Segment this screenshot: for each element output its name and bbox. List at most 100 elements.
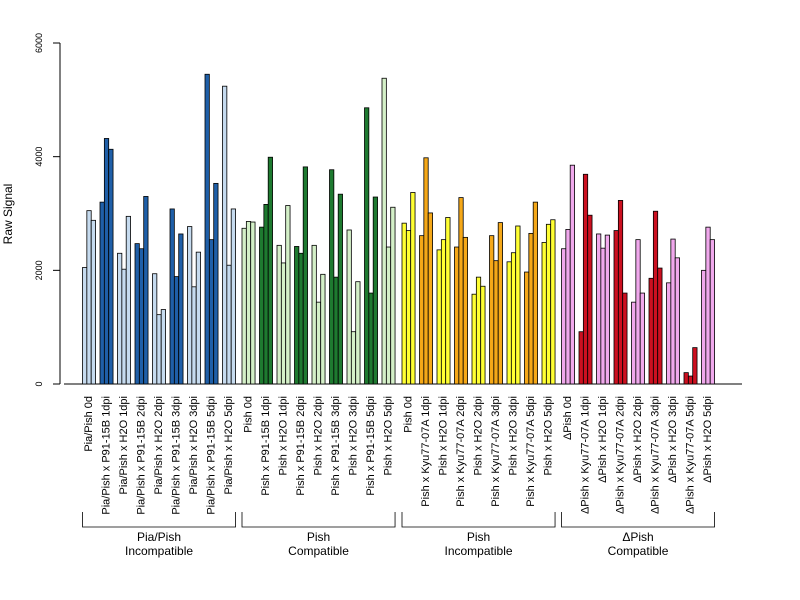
group-bracket bbox=[401, 512, 556, 528]
bar bbox=[657, 267, 663, 385]
bar bbox=[489, 235, 495, 385]
bar bbox=[687, 375, 694, 385]
bar bbox=[191, 286, 197, 385]
x-tick-label: Pia/Pish x H2O 5dpi bbox=[223, 396, 235, 494]
x-tick-label: Pish x P91-15B 5dpi bbox=[365, 396, 377, 496]
bar bbox=[125, 215, 131, 385]
bar bbox=[587, 214, 593, 385]
bar bbox=[226, 264, 232, 385]
x-tick-label: ΔPish x H2O 5dpi bbox=[702, 396, 714, 483]
bar bbox=[462, 236, 468, 385]
x-tick-label: ΔPish x Kyu77-07A 1dpi bbox=[580, 396, 592, 514]
bar bbox=[276, 244, 282, 385]
bar bbox=[259, 226, 265, 385]
bar bbox=[381, 77, 387, 385]
bar bbox=[510, 252, 517, 385]
bar bbox=[550, 219, 556, 385]
bar bbox=[178, 233, 184, 385]
bar bbox=[368, 292, 374, 385]
bar bbox=[541, 242, 547, 385]
x-tick-label: Pish x H2O 5dpi bbox=[543, 396, 555, 475]
bar bbox=[524, 271, 530, 385]
x-tick-labels: Pia/Pish 0d Pia/Pish x P91-15B 1dpi Pia/Pi… bbox=[83, 396, 714, 515]
bar bbox=[545, 223, 552, 385]
bar bbox=[346, 229, 352, 385]
bar bbox=[82, 267, 88, 385]
bar bbox=[652, 210, 659, 385]
bar bbox=[471, 293, 477, 385]
bar bbox=[152, 273, 158, 385]
bar bbox=[670, 238, 676, 385]
bar bbox=[410, 192, 416, 385]
x-tick-label: Pia/Pish x H2O 3dpi bbox=[188, 396, 200, 494]
bar bbox=[445, 217, 451, 385]
bar bbox=[250, 221, 256, 385]
bar bbox=[532, 201, 538, 385]
x-tick-label: Pish x H2O 3dpi bbox=[508, 396, 520, 475]
bar bbox=[401, 222, 407, 385]
group-label-line1: ΔPish bbox=[622, 530, 653, 544]
bar bbox=[355, 281, 361, 385]
bar bbox=[578, 331, 584, 385]
bar bbox=[267, 156, 273, 385]
group-label-line2: Incompatible bbox=[445, 544, 513, 558]
bar bbox=[138, 248, 145, 385]
bar bbox=[280, 262, 287, 385]
bar bbox=[90, 219, 96, 385]
bar bbox=[337, 193, 343, 385]
bar bbox=[493, 260, 499, 385]
x-tick-label: Pia/Pish x P91-15B 5dpi bbox=[206, 396, 218, 515]
bar bbox=[108, 148, 114, 385]
bar bbox=[617, 200, 624, 385]
x-tick-label: Pish x H2O 2dpi bbox=[473, 396, 485, 475]
x-tick-label: Pish x Kyu77-07A 5dpi bbox=[525, 396, 537, 507]
bar bbox=[134, 243, 140, 385]
x-tick-label: Pish 0d bbox=[243, 396, 255, 433]
bar bbox=[604, 234, 610, 385]
bar bbox=[230, 208, 236, 385]
group-brackets: Pia/PishIncompatiblePishCompatiblePishIn… bbox=[82, 512, 715, 558]
bar bbox=[561, 248, 567, 385]
x-tick-label: Pia/Pish x P91-15B 1dpi bbox=[101, 396, 113, 515]
bar bbox=[458, 197, 464, 385]
bar bbox=[528, 232, 534, 385]
bar bbox=[99, 201, 105, 385]
bar bbox=[709, 239, 715, 385]
bar bbox=[103, 138, 110, 385]
bar bbox=[311, 244, 317, 385]
bar bbox=[333, 276, 339, 385]
y-tick-label: 2000 bbox=[34, 260, 44, 280]
bar bbox=[121, 268, 127, 385]
bar bbox=[208, 239, 215, 385]
x-tick-label: Pish x H2O 3dpi bbox=[348, 396, 360, 475]
bar bbox=[143, 196, 149, 385]
x-tick-label: Pish x Kyu77-07A 3dpi bbox=[490, 396, 502, 507]
bar bbox=[674, 257, 680, 385]
bar bbox=[631, 301, 637, 385]
bar bbox=[213, 182, 219, 385]
group-label-line2: Incompatible bbox=[125, 544, 193, 558]
bar bbox=[480, 285, 486, 385]
bar bbox=[315, 301, 322, 385]
x-tick-label: ΔPish x H2O 1dpi bbox=[597, 396, 609, 483]
bar bbox=[569, 164, 575, 385]
bar bbox=[440, 239, 447, 385]
bar bbox=[320, 273, 326, 385]
bar bbox=[635, 239, 641, 385]
bar bbox=[419, 235, 425, 385]
group-label-line2: Compatible bbox=[288, 544, 349, 558]
bar bbox=[692, 347, 698, 385]
bar bbox=[639, 292, 645, 385]
bar bbox=[600, 247, 606, 385]
x-tick-label: ΔPish x H2O 3dpi bbox=[667, 396, 679, 483]
bar bbox=[364, 107, 370, 385]
x-tick-label: Pish x Kyu77-07A 2dpi bbox=[455, 396, 467, 507]
bar bbox=[329, 169, 335, 385]
y-tick-label: 0 bbox=[34, 381, 44, 386]
y-axis: 0 2000 4000 6000 Raw Signal bbox=[1, 33, 61, 387]
x-tick-label: Pish x P91-15B 1dpi bbox=[260, 396, 272, 496]
x-tick-label: Pia/Pish 0d bbox=[83, 396, 95, 452]
group-label-line1: Pia/Pish bbox=[137, 530, 181, 544]
bar bbox=[187, 226, 193, 385]
bar bbox=[390, 206, 396, 385]
